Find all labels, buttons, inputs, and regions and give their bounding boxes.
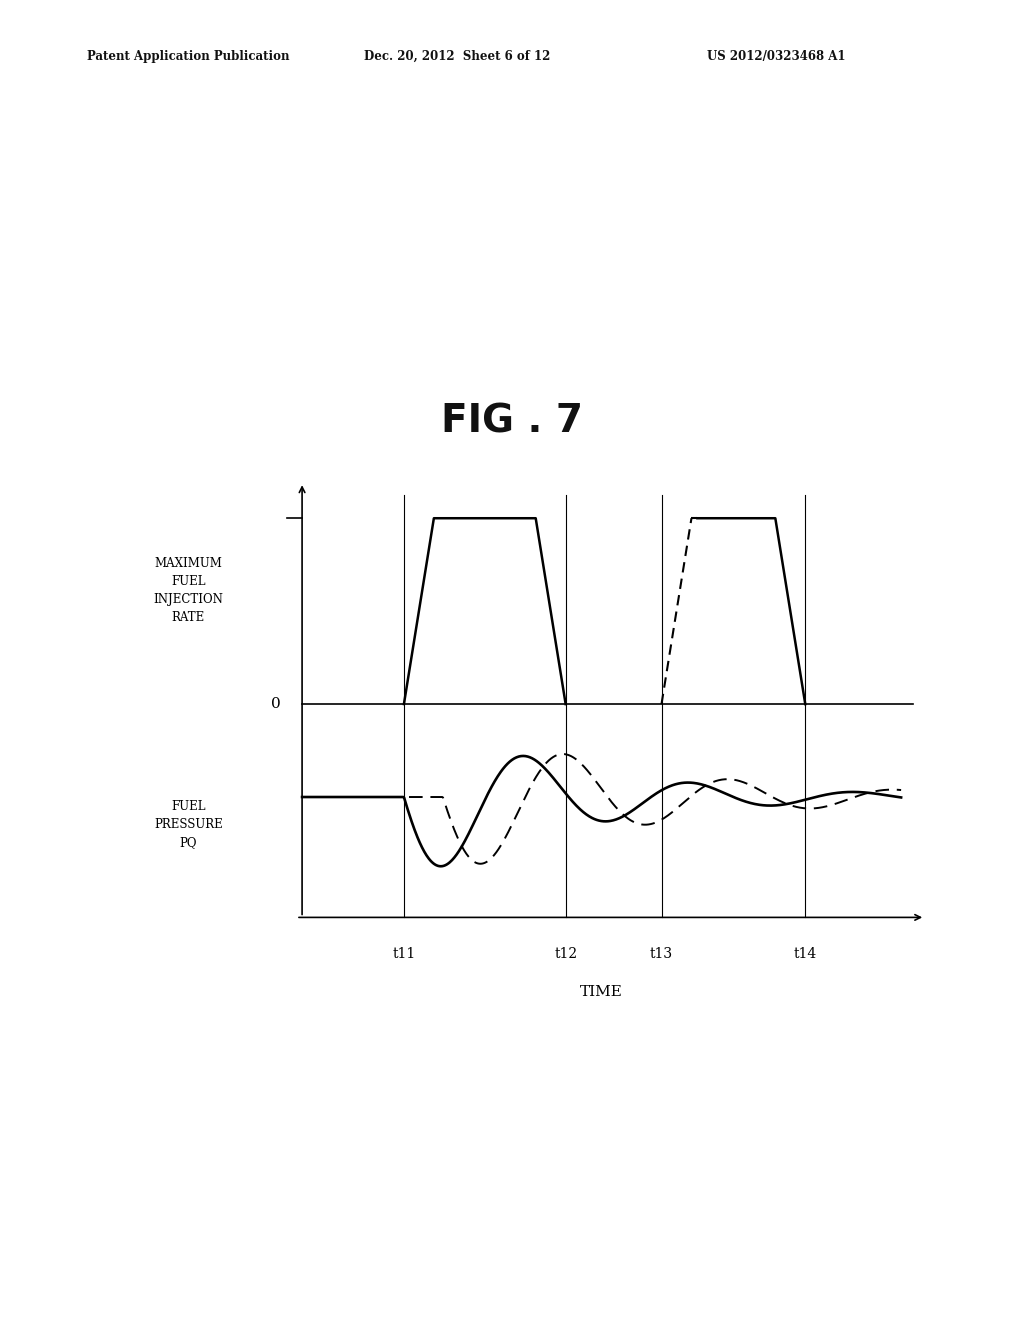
Text: FIG . 7: FIG . 7 [441,403,583,441]
Text: TIME: TIME [581,985,623,999]
Text: Patent Application Publication: Patent Application Publication [87,50,290,63]
Text: t11: t11 [392,946,416,961]
Text: FUEL
PRESSURE
PQ: FUEL PRESSURE PQ [154,800,222,849]
Text: t14: t14 [794,946,817,961]
Text: MAXIMUM
FUEL
INJECTION
RATE: MAXIMUM FUEL INJECTION RATE [154,557,223,623]
Text: Dec. 20, 2012  Sheet 6 of 12: Dec. 20, 2012 Sheet 6 of 12 [364,50,550,63]
Text: 0: 0 [271,697,282,711]
Text: t12: t12 [554,946,578,961]
Text: t13: t13 [650,946,673,961]
Text: US 2012/0323468 A1: US 2012/0323468 A1 [707,50,845,63]
